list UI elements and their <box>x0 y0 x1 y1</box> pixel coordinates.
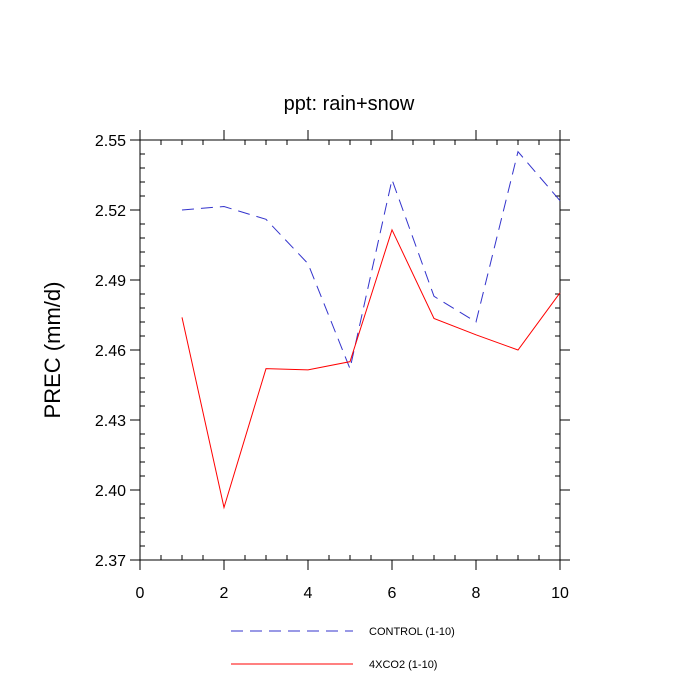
x-tick-label: 2 <box>220 585 229 602</box>
x-tick-label: 10 <box>551 585 569 602</box>
y-tick-label: 2.49 <box>95 273 126 290</box>
legend-label: 4XCO2 (1-10) <box>369 659 437 671</box>
plot-frame <box>139 139 561 561</box>
x-tick-label: 4 <box>304 585 313 602</box>
data-series <box>181 150 561 510</box>
y-tick-label: 2.46 <box>95 343 126 360</box>
axis-ticks <box>130 130 570 570</box>
x-tick-label: 8 <box>472 585 481 602</box>
y-tick-label: 2.43 <box>95 413 126 430</box>
series-line-control <box>181 150 561 371</box>
x-tick-label: 6 <box>388 585 397 602</box>
y-tick-label: 2.55 <box>95 133 126 150</box>
legend-label: CONTROL (1-10) <box>369 626 455 638</box>
y-axis-label: PREC (mm/d) <box>40 282 65 419</box>
chart-title: ppt: rain+snow <box>284 93 415 115</box>
series-line-4xco2 <box>181 228 561 510</box>
y-tick-label: 2.37 <box>95 553 126 570</box>
y-tick-label: 2.52 <box>95 203 126 220</box>
legend: CONTROL (1-10) 4XCO2 (1-10) <box>231 626 455 671</box>
y-tick-label: 2.40 <box>95 483 126 500</box>
axis-tick-labels: 0 2 4 6 8 10 2.37 2.40 2.43 2.46 2.49 2.52 2.55 <box>95 133 569 602</box>
x-tick-label: 0 <box>136 585 145 602</box>
